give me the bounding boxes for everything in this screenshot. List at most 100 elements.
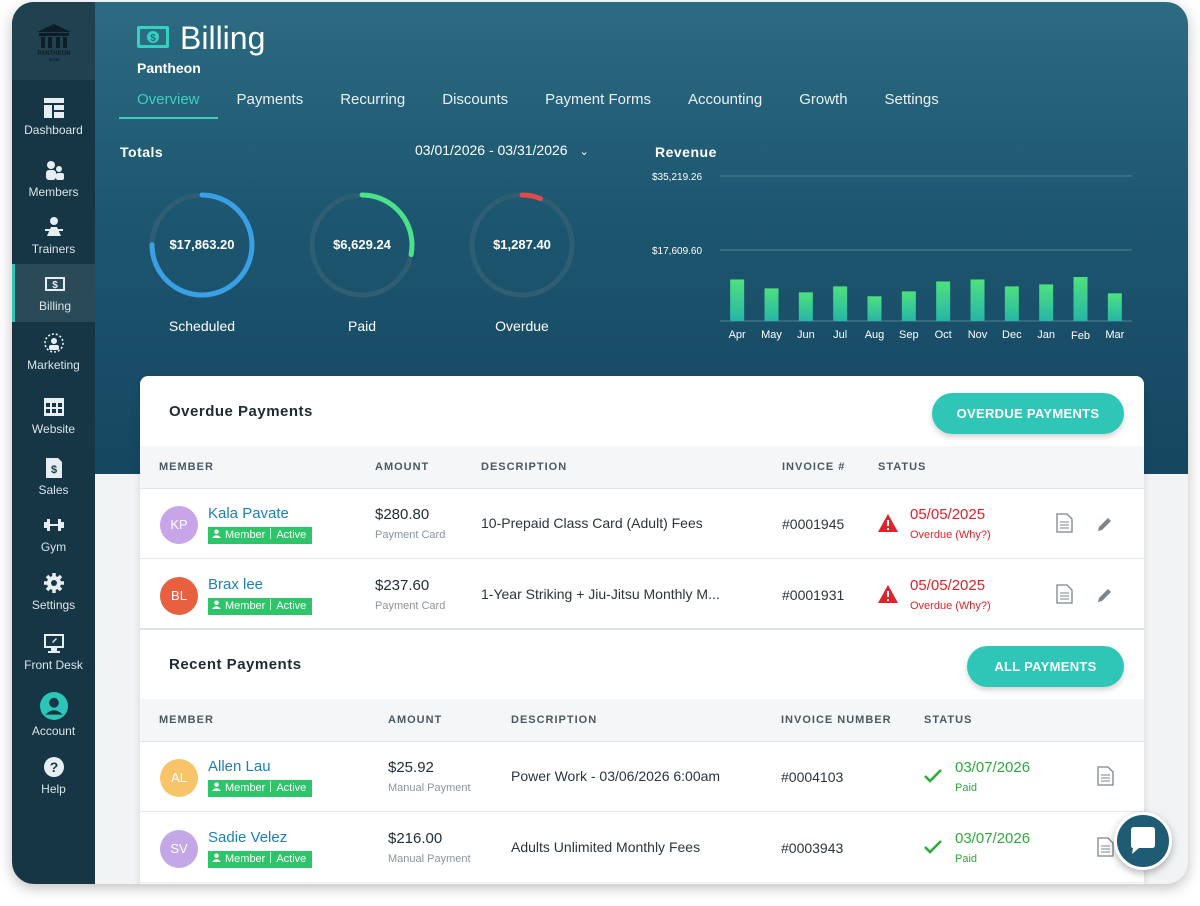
x-tick-label: Jan bbox=[1037, 329, 1055, 341]
svg-text:GYM: GYM bbox=[48, 57, 59, 62]
chart-bar bbox=[833, 286, 848, 321]
chat-bubble-icon bbox=[1131, 827, 1155, 854]
pantheon-logo[interactable]: PANTHEON GYM bbox=[12, 2, 95, 80]
x-tick-label: Nov bbox=[968, 329, 988, 341]
x-tick-label: Jul bbox=[833, 329, 847, 341]
avatar: BL bbox=[160, 577, 198, 615]
chart-bar bbox=[1039, 284, 1054, 321]
tab-settings[interactable]: Settings bbox=[884, 91, 939, 108]
chat-button[interactable] bbox=[1114, 812, 1172, 870]
all-payments-button[interactable]: ALL PAYMENTS bbox=[967, 646, 1124, 687]
document-icon[interactable] bbox=[1056, 513, 1073, 533]
sidebar-item-front-desk[interactable]: Front Desk bbox=[12, 632, 95, 672]
overdue-label: Overdue bbox=[495, 318, 549, 334]
scheduled-ring: $17,863.20 bbox=[147, 190, 257, 300]
tab-growth[interactable]: Growth bbox=[799, 91, 848, 108]
page-title: Billing bbox=[180, 20, 266, 56]
edit-pencil-icon[interactable] bbox=[1096, 515, 1114, 533]
y-tick-label: $35,219.26 bbox=[652, 172, 702, 183]
sidebar-item-label: Billing bbox=[38, 299, 71, 313]
table-row: AL Allen Lau Member Active $25.92 Manual … bbox=[140, 742, 1144, 812]
warning-icon bbox=[878, 514, 898, 532]
col-invoice: INVOICE NUMBER bbox=[781, 714, 892, 726]
tab-accounting[interactable]: Accounting bbox=[687, 91, 763, 108]
overdue-ring-arc bbox=[469, 192, 575, 298]
col-member: MEMBER bbox=[159, 461, 214, 473]
account-icon bbox=[39, 692, 68, 720]
recent-section-title: Recent Payments bbox=[169, 656, 302, 673]
member-name-link[interactable]: Sadie Velez bbox=[208, 829, 288, 846]
amount: $280.80 bbox=[375, 506, 430, 523]
status-badge: Member Active bbox=[208, 598, 313, 615]
table-row: BL Brax lee Member Active $237.60 Payment… bbox=[140, 560, 1144, 630]
sidebar-item-label: Dashboard bbox=[24, 123, 83, 137]
overdue-section-title: Overdue Payments bbox=[169, 403, 313, 420]
svg-text:?: ? bbox=[49, 759, 58, 775]
chart-bar bbox=[867, 296, 882, 321]
check-icon bbox=[924, 840, 942, 854]
description: 1-Year Striking + Jiu-Jitsu Monthly M... bbox=[481, 586, 720, 602]
x-tick-label: Apr bbox=[729, 329, 746, 341]
member-name-link[interactable]: Kala Pavate bbox=[208, 505, 289, 522]
tab-discounts[interactable]: Discounts bbox=[442, 91, 509, 108]
document-icon[interactable] bbox=[1097, 766, 1114, 786]
tab-payment-forms[interactable]: Payment Forms bbox=[545, 91, 651, 108]
chevron-down-icon: ⌄ bbox=[579, 146, 589, 158]
col-status: STATUS bbox=[878, 461, 927, 473]
tab-recurring[interactable]: Recurring bbox=[340, 91, 406, 108]
sidebar-item-sales[interactable]: $ Sales bbox=[12, 457, 95, 497]
svg-text:$: $ bbox=[50, 464, 56, 476]
dashboard-icon bbox=[43, 98, 64, 118]
edit-pencil-icon[interactable] bbox=[1096, 586, 1114, 604]
gym-icon bbox=[43, 519, 64, 531]
sales-icon: $ bbox=[45, 458, 62, 478]
x-tick-label: Dec bbox=[1002, 329, 1022, 341]
sidebar-item-website[interactable]: Website bbox=[12, 396, 95, 436]
sidebar-item-dashboard[interactable]: Dashboard bbox=[12, 97, 95, 137]
user-icon bbox=[212, 598, 221, 615]
paid-value: $6,629.24 bbox=[333, 237, 391, 252]
paid-label: Paid bbox=[347, 318, 377, 334]
sidebar-item-billing[interactable]: $ Billing bbox=[12, 264, 95, 322]
overdue-why-link[interactable]: Overdue (Why?) bbox=[910, 600, 991, 612]
tab-payments[interactable]: Payments bbox=[236, 91, 304, 108]
invoice-number: #0003943 bbox=[781, 840, 844, 856]
col-description: DESCRIPTION bbox=[481, 461, 568, 473]
paid-ring-arc bbox=[309, 192, 415, 298]
member-name-link[interactable]: Brax lee bbox=[208, 576, 264, 593]
sidebar-item-marketing[interactable]: Marketing bbox=[12, 332, 95, 372]
chart-bar bbox=[970, 279, 985, 321]
payment-method: Manual Payment bbox=[388, 853, 471, 865]
document-icon[interactable] bbox=[1097, 837, 1114, 857]
help-icon: ? bbox=[43, 757, 64, 777]
document-icon[interactable] bbox=[1056, 584, 1073, 604]
sidebar-item-label: Gym bbox=[40, 540, 67, 554]
overdue-payments-button[interactable]: OVERDUE PAYMENTS bbox=[932, 393, 1124, 434]
amount: $216.00 bbox=[388, 830, 443, 847]
col-amount: AMOUNT bbox=[375, 461, 430, 473]
sidebar-item-label: Marketing bbox=[27, 358, 80, 372]
description: Adults Unlimited Monthly Fees bbox=[511, 839, 701, 855]
overdue-why-link[interactable]: Overdue (Why?) bbox=[910, 529, 991, 541]
chart-bar bbox=[901, 291, 916, 321]
member-name-link[interactable]: Allen Lau bbox=[208, 758, 271, 775]
members-icon bbox=[45, 161, 64, 180]
sidebar-item-gym[interactable]: Gym bbox=[12, 514, 95, 554]
sidebar-item-settings[interactable]: Settings bbox=[12, 572, 95, 612]
avatar: AL bbox=[160, 759, 198, 797]
chart-bar bbox=[1004, 286, 1019, 321]
badge-state: Active bbox=[276, 782, 307, 794]
sidebar-item-account[interactable]: Account bbox=[12, 692, 95, 738]
billing-tabs: Overview Payments Recurring Discounts Pa… bbox=[119, 88, 958, 119]
status-badge: Member Active bbox=[208, 851, 313, 868]
date-range-select[interactable]: 03/01/2026 - 03/31/2026 ⌄ bbox=[415, 142, 589, 158]
sidebar-item-help[interactable]: ? Help bbox=[12, 756, 95, 796]
sidebar: PANTHEON GYM Dashboard Members Trainers … bbox=[12, 2, 95, 884]
sidebar-item-label: Help bbox=[41, 782, 66, 796]
tab-overview[interactable]: Overview bbox=[119, 88, 218, 119]
status-badge: Member Active bbox=[208, 780, 313, 797]
svg-text:$: $ bbox=[150, 33, 156, 44]
sidebar-item-trainers[interactable]: Trainers bbox=[12, 216, 95, 256]
badge-type: Member bbox=[225, 529, 266, 541]
sidebar-item-members[interactable]: Members bbox=[12, 159, 95, 199]
